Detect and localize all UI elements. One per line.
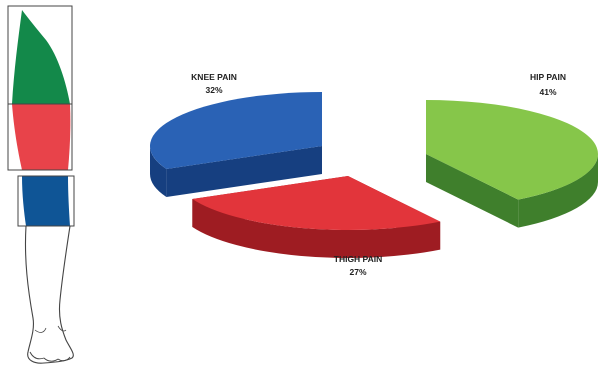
- label-hip-pain-value: 41%: [539, 87, 556, 97]
- lower-leg-outline: [24, 225, 74, 364]
- slice-hip-pain: [426, 100, 598, 228]
- thigh-box: [7, 103, 73, 171]
- slice-knee-pain-cut-start: [166, 146, 322, 197]
- label-hip-pain: HIP PAIN: [530, 72, 566, 82]
- slice-knee-pain-top: [149, 92, 322, 169]
- slice-labels: HIP PAIN 41% KNEE PAIN 32% THIGH PAIN 27…: [191, 72, 566, 277]
- label-knee-pain-value: 32%: [205, 85, 222, 95]
- leg-knee-region: [22, 176, 70, 226]
- slice-thigh-pain-side: [192, 198, 441, 258]
- slice-thigh-pain: [192, 176, 441, 258]
- pie-chart: [149, 92, 598, 258]
- slice-hip-pain-cut-end: [426, 154, 519, 228]
- toes-outline: [29, 351, 71, 362]
- leg-hip-region: [12, 10, 70, 104]
- slice-hip-pain-side: [518, 154, 598, 228]
- leg-thigh-region: [12, 104, 71, 170]
- ankle-outline: [34, 325, 67, 333]
- label-thigh-pain: THIGH PAIN: [334, 254, 382, 264]
- label-thigh-pain-value: 27%: [349, 267, 366, 277]
- leg-diagram: [7, 5, 75, 364]
- slice-knee-pain-side: [150, 146, 167, 197]
- slice-thigh-pain-top: [192, 176, 441, 230]
- label-knee-pain: KNEE PAIN: [191, 72, 237, 82]
- slice-knee-pain: [149, 92, 322, 197]
- slice-hip-pain-top: [426, 100, 598, 200]
- knee-box: [17, 175, 75, 227]
